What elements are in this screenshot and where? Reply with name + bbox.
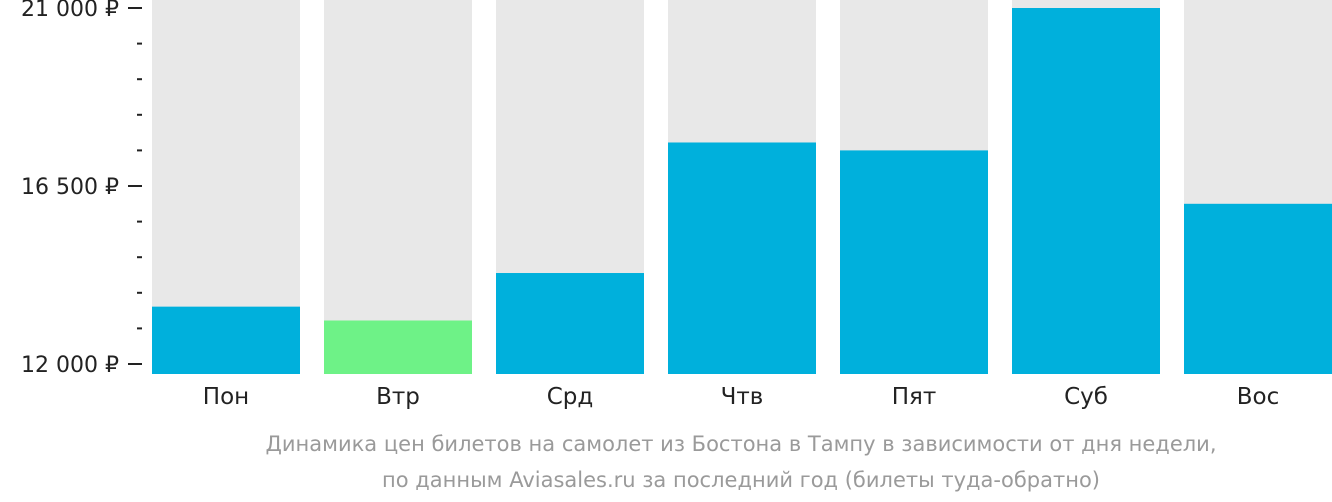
x-tick-label: Пон [203, 384, 249, 410]
chart-caption-line-1: Динамика цен билетов на самолет из Босто… [265, 432, 1217, 456]
bar-7[interactable] [1184, 203, 1332, 374]
x-tick-label: Втр [376, 384, 420, 410]
y-tick-label: 12 000 ₽ [21, 353, 119, 378]
bar-2[interactable] [324, 320, 472, 374]
chart-caption-line-2: по данным Aviasales.ru за последний год … [382, 468, 1100, 492]
price-by-weekday-chart: 12 000 ₽ 16 500 ₽ 21 000 ₽ Пон Втр Срд Чтв Пят… [21, 0, 1332, 410]
bars [152, 0, 1332, 374]
x-tick-label: Вос [1237, 384, 1280, 410]
bar-6[interactable] [1012, 8, 1160, 374]
y-tick-label: 16 500 ₽ [21, 175, 119, 200]
x-tick-label: Чтв [721, 384, 764, 410]
bar-background [324, 0, 472, 374]
y-tick-label: 21 000 ₽ [21, 0, 119, 22]
bar-4[interactable] [668, 142, 816, 374]
x-tick-label: Срд [547, 384, 594, 410]
bar-5[interactable] [840, 150, 988, 374]
x-axis: Пон Втр Срд Чтв Пят Суб Вос [203, 384, 1279, 410]
x-tick-label: Пят [892, 384, 937, 410]
bar-1[interactable] [152, 306, 300, 374]
y-axis: 12 000 ₽ 16 500 ₽ 21 000 ₽ [21, 0, 142, 378]
x-tick-label: Суб [1064, 384, 1108, 410]
bar-3[interactable] [496, 273, 644, 374]
